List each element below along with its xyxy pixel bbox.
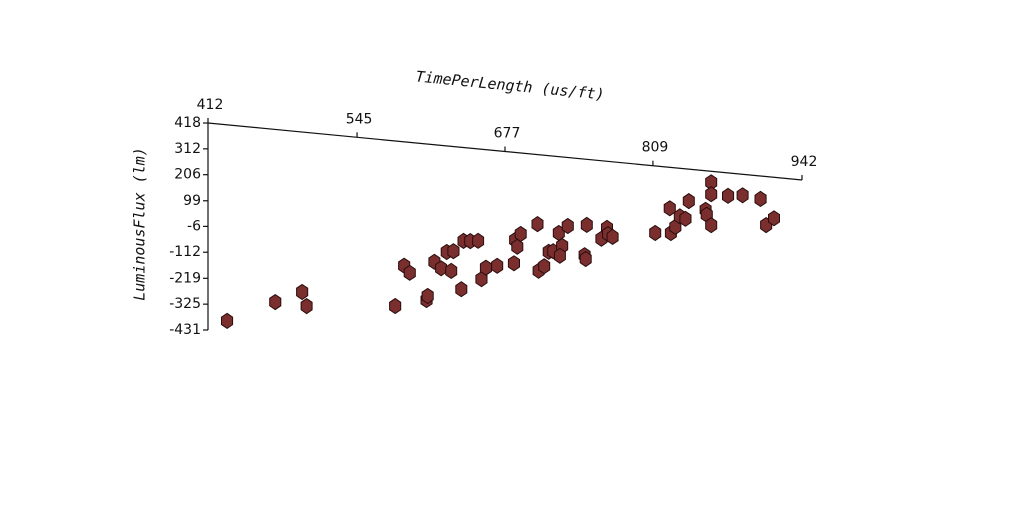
point bbox=[736, 187, 749, 204]
y-tick-label: 418 bbox=[174, 115, 201, 131]
point bbox=[403, 264, 416, 281]
point bbox=[507, 255, 520, 272]
y-tick-label: -112 bbox=[169, 244, 201, 260]
x-tick-label: 545 bbox=[346, 111, 373, 127]
point bbox=[511, 238, 524, 255]
point bbox=[579, 250, 592, 268]
x-tick-label: 942 bbox=[791, 154, 818, 170]
point bbox=[682, 192, 695, 210]
point bbox=[663, 200, 676, 217]
y-tick-label: -219 bbox=[169, 270, 201, 286]
point bbox=[389, 297, 402, 315]
x-tick-label: 677 bbox=[494, 126, 521, 142]
y-tick-label: -431 bbox=[169, 322, 201, 338]
y-tick-label: 312 bbox=[174, 141, 201, 157]
point bbox=[479, 259, 492, 276]
point bbox=[679, 210, 692, 227]
point bbox=[475, 271, 488, 288]
point bbox=[435, 260, 448, 277]
point bbox=[472, 232, 485, 249]
point bbox=[768, 210, 780, 227]
y-tick-label: 99 bbox=[183, 193, 201, 209]
point bbox=[606, 228, 619, 246]
point bbox=[300, 297, 313, 315]
point bbox=[445, 262, 458, 280]
point bbox=[514, 225, 527, 243]
y-tick-label: -325 bbox=[169, 296, 201, 312]
point bbox=[754, 190, 767, 208]
x-axis-label: TimePerLength (us/ft) bbox=[415, 67, 606, 103]
point bbox=[531, 215, 544, 233]
point bbox=[705, 186, 718, 203]
x-tick-label: 412 bbox=[197, 97, 224, 113]
point bbox=[553, 247, 566, 264]
point bbox=[421, 287, 434, 305]
point bbox=[705, 217, 718, 234]
point bbox=[580, 216, 593, 234]
point bbox=[296, 283, 309, 301]
point bbox=[491, 257, 504, 274]
point bbox=[649, 224, 662, 242]
x-tick-label: 809 bbox=[642, 140, 669, 156]
point bbox=[221, 312, 234, 330]
y-tick-label: -6 bbox=[187, 218, 201, 234]
point bbox=[538, 258, 551, 275]
point bbox=[455, 281, 468, 298]
point bbox=[561, 217, 574, 235]
y-tick-label: 206 bbox=[174, 167, 201, 183]
point bbox=[447, 243, 460, 260]
point bbox=[722, 187, 735, 204]
point bbox=[269, 293, 282, 311]
y-axis-label: LuminousFlux (lm) bbox=[131, 147, 149, 301]
